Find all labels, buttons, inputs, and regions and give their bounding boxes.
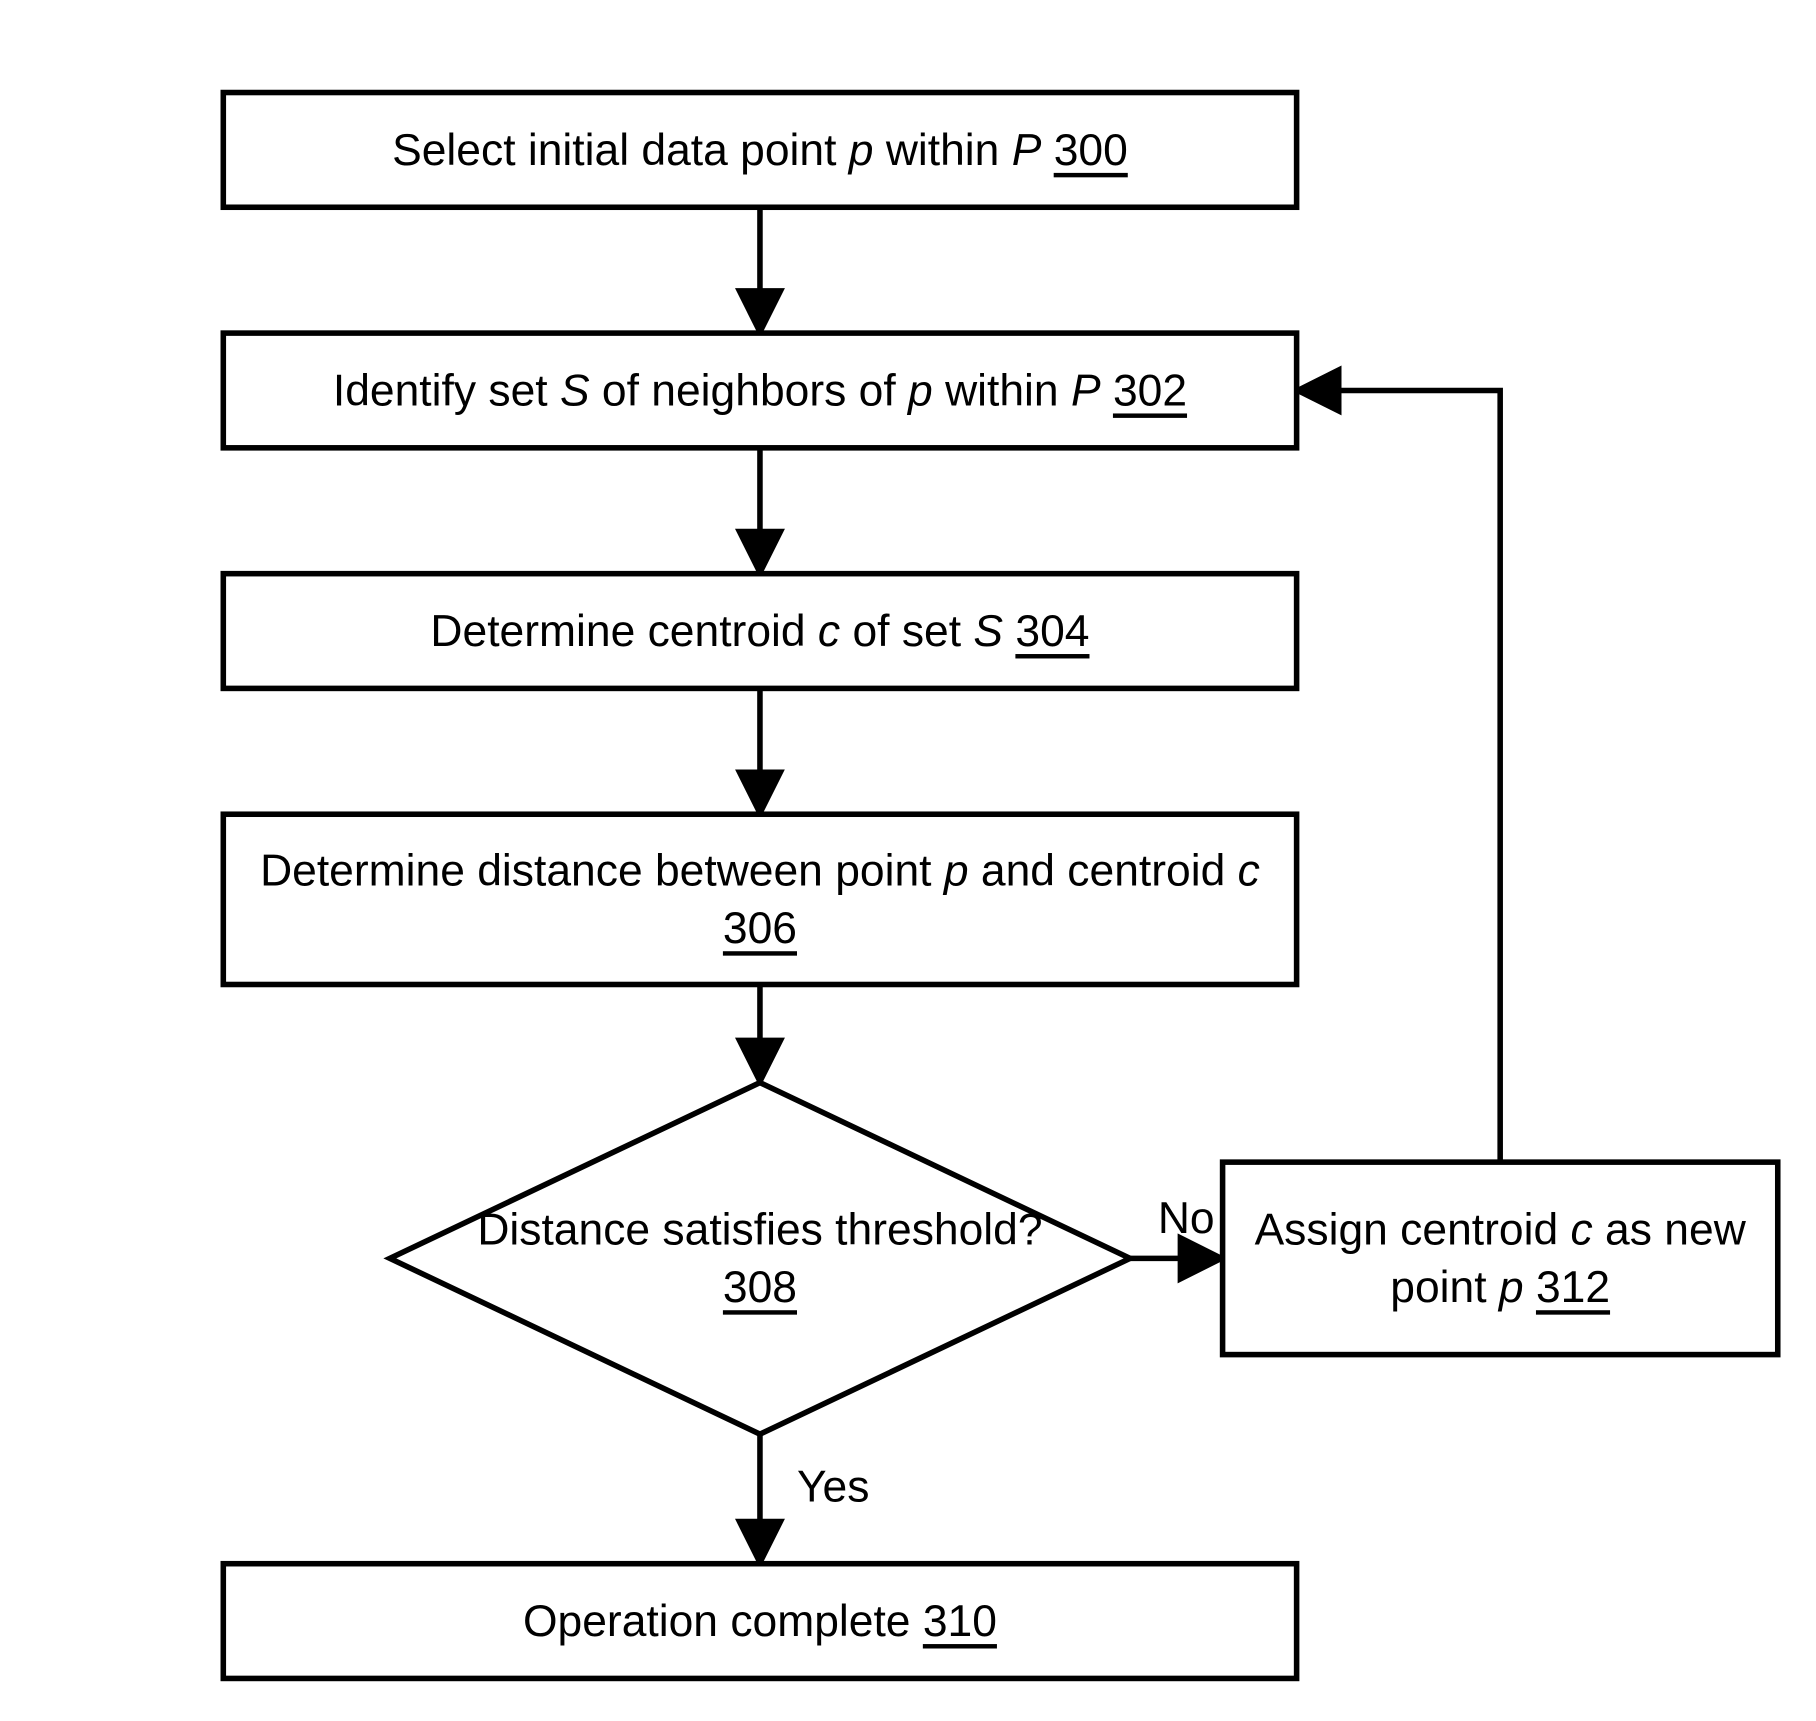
node-label-n300: Select initial data point p within P 300 <box>392 125 1128 174</box>
edge-e7 <box>1297 390 1501 1162</box>
node-label-n306-l0: Determine distance between point p and c… <box>260 846 1260 895</box>
flowchart-svg: No Yes Select initial data point p within … <box>0 0 1816 1721</box>
node-label-n302: Identify set S of neighbors of p within … <box>333 366 1187 415</box>
node-label-n308-l0: Distance satisfies threshold? <box>477 1205 1042 1254</box>
node-label-n312-l0: Assign centroid c as new <box>1255 1205 1747 1254</box>
node-label-n306-l1: 306 <box>723 904 797 953</box>
node-label-n310: Operation complete 310 <box>523 1597 997 1646</box>
edge-label-e6: Yes <box>797 1462 869 1511</box>
node-label-n308-l1: 308 <box>723 1263 797 1312</box>
node-n308 <box>390 1083 1130 1435</box>
node-n312 <box>1223 1162 1778 1354</box>
edge-label-e5: No <box>1158 1194 1215 1243</box>
node-label-n312-l1: point p 312 <box>1390 1263 1610 1312</box>
node-n306 <box>223 814 1296 984</box>
node-label-n304: Determine centroid c of set S 304 <box>430 607 1089 656</box>
